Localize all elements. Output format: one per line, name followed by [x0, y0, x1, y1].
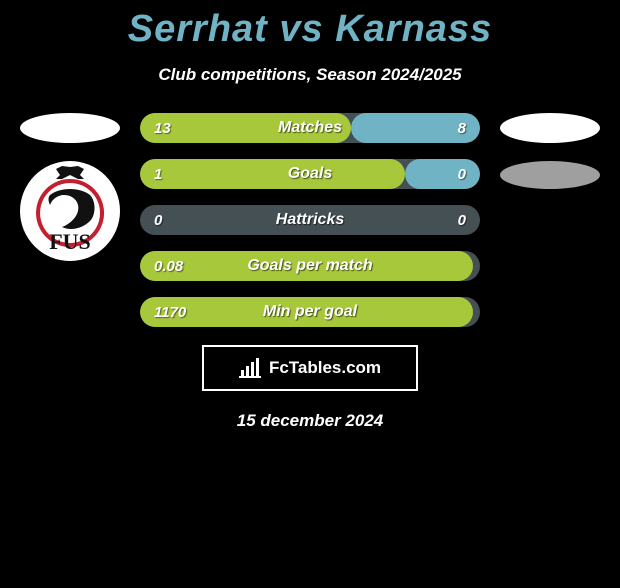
fus-logo-svg: FUS: [20, 161, 120, 261]
watermark: FcTables.com: [202, 345, 418, 391]
date-text: 15 december 2024: [0, 411, 620, 431]
stat-bars: 13 Matches 8 1 Goals 0 0 Hattricks 0 0.0…: [140, 113, 480, 327]
subtitle: Club competitions, Season 2024/2025: [0, 65, 620, 85]
comparison-panel: FUS 13 Matches 8 1 Goals 0 0 Hattricks 0: [0, 113, 620, 327]
stat-bar-matches: 13 Matches 8: [140, 113, 480, 143]
stat-bar-hattricks: 0 Hattricks 0: [140, 205, 480, 235]
stat-value-left: 13: [154, 120, 171, 137]
stat-bar-goals-per-match: 0.08 Goals per match: [140, 251, 480, 281]
stat-value-left: 0.08: [154, 258, 183, 275]
stat-label: Min per goal: [263, 303, 357, 321]
stat-value-left: 1170: [154, 304, 186, 321]
stat-value-left: 0: [154, 212, 162, 229]
stat-label: Matches: [278, 119, 342, 137]
stat-bar-goals: 1 Goals 0: [140, 159, 480, 189]
svg-text:FUS: FUS: [49, 229, 91, 254]
watermark-text: FcTables.com: [269, 358, 381, 378]
right-club-logo-placeholder: [500, 161, 600, 189]
stat-value-right: 0: [458, 212, 466, 229]
page-title: Serrhat vs Karnass: [0, 8, 620, 51]
right-player-avatar-placeholder: [500, 113, 600, 143]
stat-fill-right: [405, 159, 480, 189]
stat-label: Goals per match: [247, 257, 372, 275]
bar-chart-icon: [239, 356, 263, 380]
stat-value-right: 0: [458, 166, 466, 183]
stat-label: Goals: [288, 165, 332, 183]
right-player-column: [500, 113, 600, 327]
left-player-avatar-placeholder: [20, 113, 120, 143]
stat-value-right: 8: [458, 120, 466, 137]
stat-fill-left: [140, 159, 405, 189]
left-club-logo: FUS: [20, 161, 120, 261]
stat-label: Hattricks: [276, 211, 344, 229]
left-player-column: FUS: [20, 113, 120, 327]
stat-value-left: 1: [154, 166, 162, 183]
stat-bar-min-per-goal: 1170 Min per goal: [140, 297, 480, 327]
